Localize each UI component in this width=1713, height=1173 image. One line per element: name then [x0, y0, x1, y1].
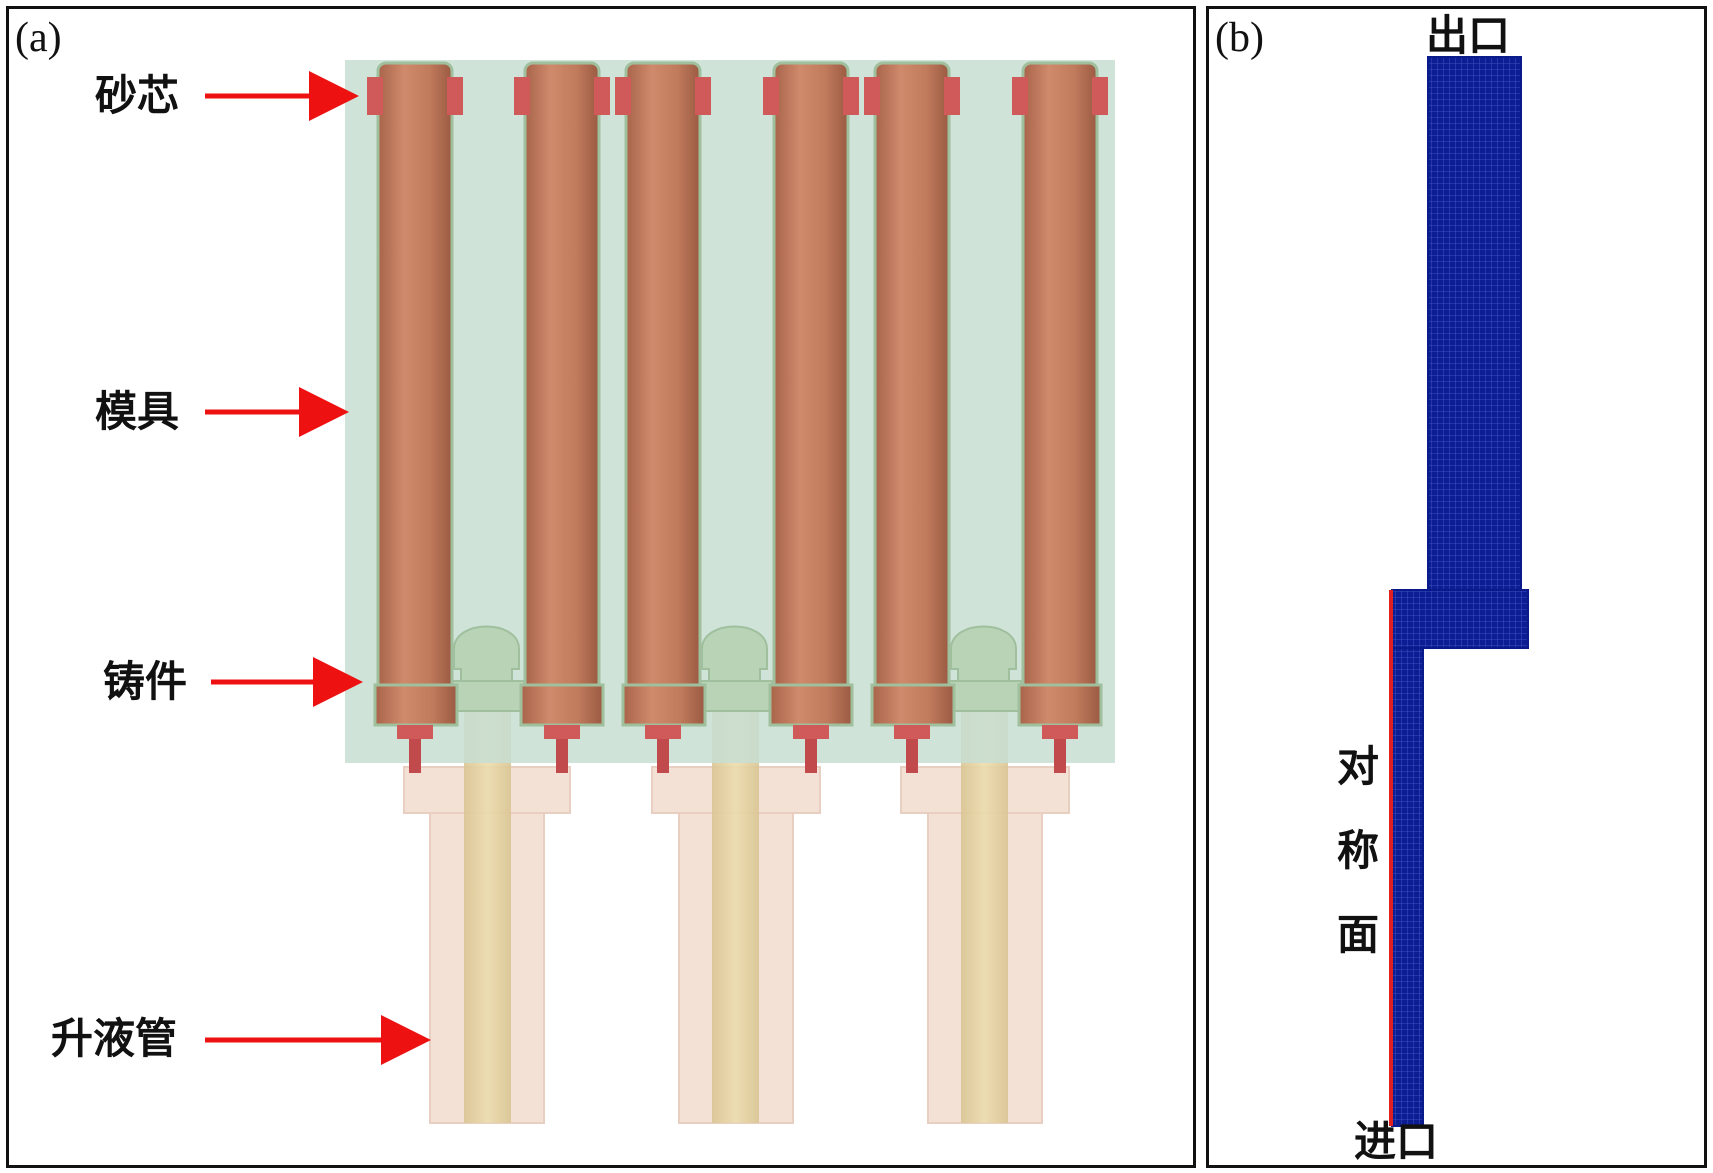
mesh-diagram [1389, 56, 1529, 1127]
casting-tube [768, 61, 854, 773]
sand-cores [367, 77, 1108, 115]
computational-mesh [1391, 56, 1529, 1127]
callout-arrows [205, 71, 431, 1065]
mesh-upper-section [1427, 56, 1522, 591]
label-inlet: 进口 [1354, 1117, 1439, 1166]
panel-a: (a) [6, 6, 1196, 1168]
casting-tube [621, 61, 707, 773]
castings [373, 61, 1103, 773]
casting-assembly-diagram [205, 60, 1115, 1124]
panel-a-label: (a) [15, 15, 62, 61]
label-mold: 模具 [95, 387, 180, 436]
casting-tube [519, 61, 605, 773]
mesh-flange-section [1391, 589, 1529, 649]
label-outlet: 出口 [1426, 11, 1511, 60]
label-sand-core: 砂芯 [95, 71, 180, 120]
casting-tube [1017, 61, 1103, 773]
mesh-lower-section [1391, 647, 1424, 1127]
label-symmetry-plane: 对称面 [1336, 742, 1379, 959]
label-casting: 铸件 [103, 657, 188, 706]
panel-b: (b) 出口 进口 对称面 [1206, 6, 1707, 1168]
riser-tube [900, 689, 1070, 1124]
label-riser-tube: 升液管 [51, 1014, 178, 1063]
casting-tube [373, 61, 459, 773]
casting-tube [870, 61, 956, 773]
panel-b-label: (b) [1215, 15, 1264, 61]
